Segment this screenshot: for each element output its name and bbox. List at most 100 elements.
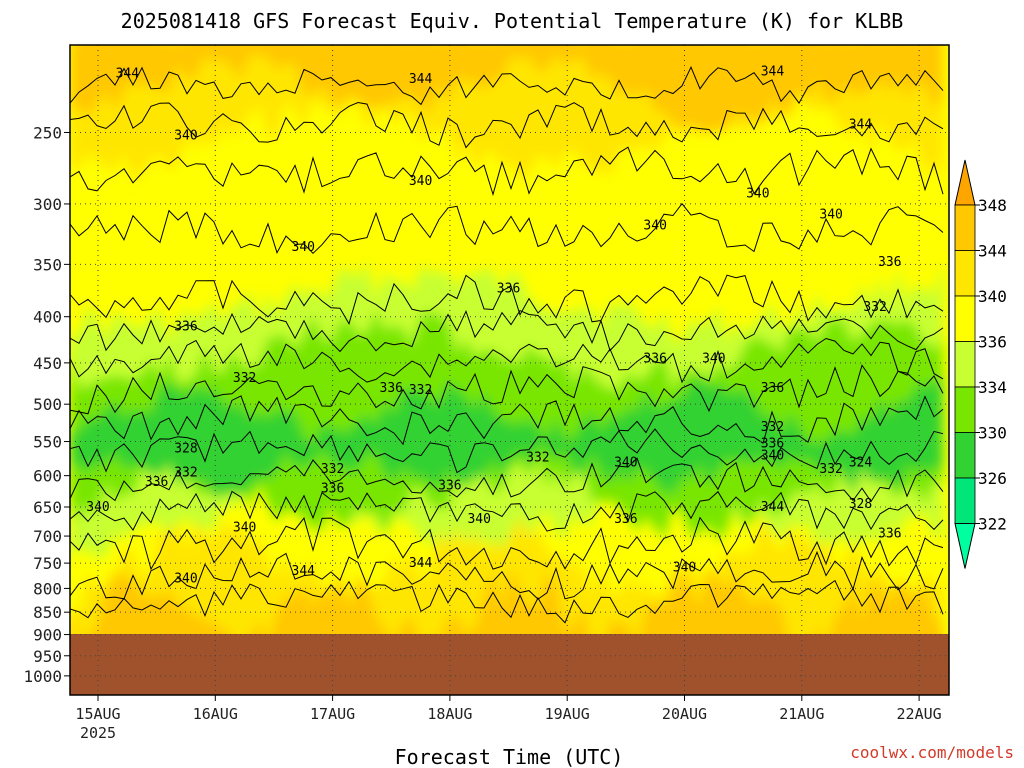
contour-label: 340 — [761, 449, 784, 464]
contour-label: 340 — [86, 500, 109, 515]
colorbar-arrow-top — [954, 159, 976, 206]
contour-label: 324 — [849, 455, 873, 470]
y-tick-label: 600 — [33, 467, 62, 486]
contour-label: 340 — [292, 240, 315, 255]
y-tick-label: 700 — [33, 527, 62, 546]
contour-label: 340 — [467, 512, 490, 527]
contour-label: 328 — [174, 442, 197, 457]
contour-label: 332 — [321, 462, 344, 477]
x-tick-label: 22AUG — [897, 705, 942, 723]
contour-line — [70, 490, 944, 532]
contour-line — [70, 550, 944, 600]
contour-label: 336 — [145, 475, 168, 490]
contour-label: 344 — [761, 65, 785, 80]
y-tick-label: 500 — [33, 395, 62, 414]
x-tick-label: 21AUG — [779, 705, 824, 723]
contour-label: 340 — [409, 174, 432, 189]
contour-label: 344 — [409, 72, 433, 87]
x-tick-label: 20AUG — [662, 705, 707, 723]
y-tick-label: 650 — [33, 498, 62, 517]
colorbar-label: 330 — [978, 424, 1007, 443]
chart-title: 2025081418 GFS Forecast Equiv. Potential… — [121, 9, 904, 33]
colorbar-label: 340 — [978, 287, 1007, 306]
contour-label: 344 — [292, 564, 316, 579]
x-axis-year: 2025 — [80, 724, 116, 742]
x-tick-label: 15AUG — [75, 705, 120, 723]
contour-line — [70, 364, 944, 415]
contour-label: 336 — [643, 351, 666, 366]
contour-lines — [70, 65, 944, 624]
contour-label: 340 — [746, 186, 769, 201]
plot-frame — [69, 44, 950, 696]
x-axis-title: Forecast Time (UTC) — [395, 745, 624, 768]
contour-line — [70, 428, 944, 474]
contour-label: 332 — [761, 420, 784, 435]
y-tick-label: 850 — [33, 603, 62, 622]
colorbar-cell — [954, 432, 976, 479]
contour-line — [70, 309, 944, 353]
contour-label: 336 — [878, 526, 901, 541]
y-tick-label: 400 — [33, 308, 62, 327]
contour-label: 340 — [673, 560, 696, 575]
colorbar: 348 344 340 336 334 330 326 322 — [954, 159, 1007, 569]
contour-label: 340 — [233, 521, 256, 536]
colorbar-cell — [954, 204, 976, 251]
contour-label: 336 — [497, 281, 520, 296]
contour-label: 340 — [614, 455, 637, 470]
contour-label: 344 — [761, 500, 785, 515]
credit-text: coolwx.com/models — [850, 743, 1014, 762]
contour-label: 336 — [438, 478, 461, 493]
colorbar-label: 322 — [978, 515, 1007, 534]
plot-area — [70, 45, 949, 695]
colorbar-label: 348 — [978, 196, 1007, 215]
colorbar-label: 336 — [978, 333, 1007, 352]
x-axis: 15AUG 16AUG 17AUG 18AUG 19AUG 20AUG 21AUG 22AUG — [75, 695, 942, 723]
grid-lines — [70, 45, 949, 695]
contour-label: 344 — [409, 556, 433, 571]
y-tick-label: 950 — [33, 647, 62, 666]
contour-label: 340 — [174, 129, 197, 144]
colorbar-cell — [954, 295, 976, 342]
y-tick-label: 1000 — [23, 667, 62, 686]
colorbar-cell — [954, 477, 976, 524]
y-tick-label: 350 — [33, 255, 62, 274]
x-tick-label: 18AUG — [427, 705, 472, 723]
contour-label: 332 — [233, 371, 256, 386]
underground-region — [70, 634, 949, 695]
contour-label: 344 — [849, 118, 873, 133]
contour-label: 340 — [702, 351, 725, 366]
contour-line — [70, 579, 944, 624]
contour-label: 336 — [761, 381, 784, 396]
contour-label: 332 — [526, 451, 549, 466]
y-tick-label: 250 — [33, 123, 62, 142]
colorbar-cell — [954, 341, 976, 388]
colorbar-label: 326 — [978, 469, 1007, 488]
x-tick-label: 19AUG — [545, 705, 590, 723]
contour-label: 336 — [878, 255, 901, 270]
colorbar-cell — [954, 250, 976, 297]
contour-labels: 344 344 3443443403403403403403403363363363… — [86, 65, 901, 587]
contour-label: 340 — [174, 571, 197, 586]
contour-line — [70, 395, 944, 446]
contour-label: 332 — [409, 383, 432, 398]
colorbar-label: 344 — [978, 242, 1007, 261]
theta-e-fill — [70, 45, 949, 695]
contour-line — [70, 65, 944, 106]
band-326-330 — [70, 375, 943, 499]
y-tick-label: 900 — [33, 626, 62, 645]
contour-label: 332 — [863, 300, 886, 315]
contour-label: 336 — [174, 319, 197, 334]
contour-label: 336 — [321, 481, 344, 496]
contour-label: 328 — [849, 497, 872, 512]
band-344-348-upper — [70, 45, 943, 135]
y-tick-label: 750 — [33, 554, 62, 573]
contour-label: 336 — [761, 437, 784, 452]
y-tick-label: 450 — [33, 354, 62, 373]
y-tick-label: 300 — [33, 195, 62, 214]
contour-line — [70, 457, 944, 503]
contour-label: 332 — [174, 465, 197, 480]
contour-label: 340 — [643, 219, 666, 234]
contour-label: 340 — [819, 207, 842, 222]
contour-label: 344 — [116, 66, 140, 81]
